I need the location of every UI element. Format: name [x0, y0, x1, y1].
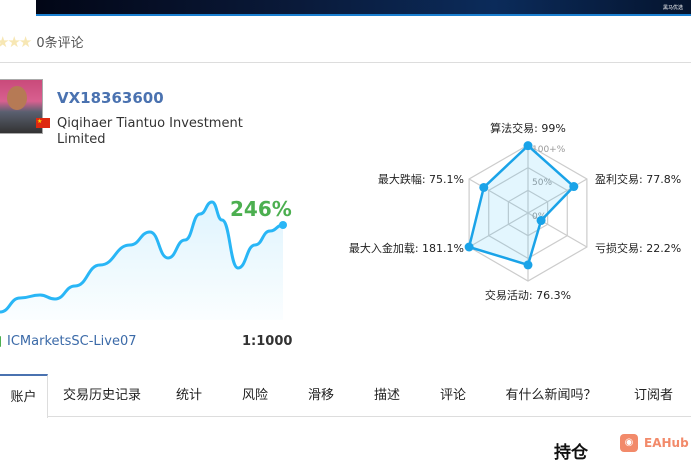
banner-caption: 黑马优选: [662, 5, 683, 11]
tab-bar: 账户 交易历史记录 统计 风险 滑移 描述 评论 有什么新闻吗？ 订阅者: [0, 374, 691, 418]
radar-spoke: [468, 212, 529, 248]
growth-chart: [0, 200, 287, 320]
radar-axis-label: 交易活动: 76.3%: [485, 288, 571, 302]
radar-axis-label: 盈利交易: 77.8%: [595, 172, 681, 186]
radar-point: [569, 182, 579, 192]
radar-point: [523, 260, 533, 270]
tab-6[interactable]: 评论: [439, 388, 466, 403]
radar-area: [467, 143, 576, 267]
radar-point: [479, 182, 489, 192]
leverage: 1:1000: [242, 334, 293, 349]
review-count[interactable]: 0条评论: [36, 36, 84, 51]
radar-axis-label: 最大入金加载: 181.1%: [349, 241, 464, 255]
banner-image: 黑马优选: [36, 0, 691, 16]
tab-0[interactable]: 账户: [0, 374, 48, 418]
radar-ring-label: 100+%: [532, 145, 566, 155]
growth-end-point: [279, 221, 287, 229]
divider: [0, 62, 691, 63]
tab-8[interactable]: 订阅者: [633, 388, 673, 403]
avatar: [0, 79, 43, 134]
server-name: ICMarketsSC-Live07: [7, 334, 137, 349]
rating: ★★★ 0条评论: [0, 32, 84, 52]
company-name: Qiqihaer Tiantuo Investment Limited: [57, 116, 243, 147]
radar-axis-label: 算法交易: 99%: [490, 121, 566, 135]
growth-line: [0, 200, 284, 314]
radar-point: [464, 242, 474, 252]
tab-1[interactable]: 交易历史记录: [62, 388, 141, 403]
radar-axis-label: 最大跌幅: 75.1%: [378, 172, 464, 186]
radar-point: [536, 216, 546, 226]
radar-spoke: [468, 178, 529, 214]
tab-3[interactable]: 风险: [241, 388, 268, 403]
radar-axis-label: 亏损交易: 22.2%: [595, 241, 681, 255]
tab-4[interactable]: 滑移: [307, 388, 334, 403]
server: ICMarketsSC-Live07: [0, 334, 136, 349]
tab-5[interactable]: 描述: [373, 388, 400, 403]
tab-2[interactable]: 统计: [175, 388, 202, 403]
radar-chart: 0%50%100+%算法交易: 99%盈利交易: 77.8%亏损交易: 22.2…: [349, 121, 681, 302]
watermark-logo: ◉ EAHub: [620, 434, 689, 452]
section-title: 持仓: [554, 443, 588, 463]
radar-point: [523, 141, 533, 151]
signal-name[interactable]: VX18363600: [57, 89, 164, 107]
tab-7[interactable]: 有什么新闻吗？: [505, 388, 597, 403]
star-icons[interactable]: ★★★: [0, 32, 32, 51]
server-status-icon: [0, 336, 1, 347]
growth-area: [0, 202, 283, 320]
flag-cn-icon: ★: [36, 118, 50, 128]
growth-percent: 246%: [230, 197, 292, 221]
radar-ring-label: 50%: [532, 178, 552, 188]
